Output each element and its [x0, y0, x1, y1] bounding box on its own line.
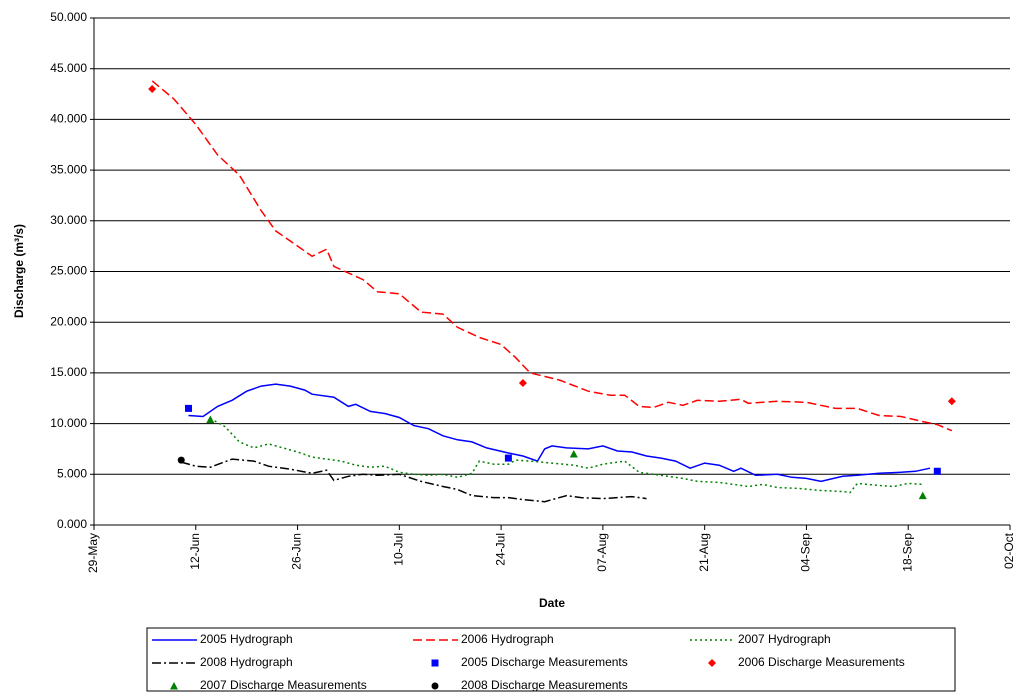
legend-label: 2007 Hydrograph: [738, 632, 831, 646]
x-tick-label: 10-Jul: [392, 533, 406, 566]
legend-marker: [708, 659, 716, 667]
x-tick-label: 26-Jun: [290, 533, 304, 570]
legend-label: 2008 Discharge Measurements: [461, 678, 628, 692]
data-line: [180, 458, 647, 503]
legend-label: 2005 Discharge Measurements: [461, 655, 628, 669]
data-point: [918, 491, 927, 500]
data-line: [151, 80, 953, 432]
y-tick-label: 5.000: [57, 466, 87, 480]
data-line: [209, 417, 923, 494]
x-tick-label: 24-Jul: [493, 533, 507, 566]
y-axis-label: Discharge (m³/s): [12, 224, 26, 318]
data-point: [185, 404, 193, 412]
y-tick-label: 45.000: [50, 61, 87, 75]
y-tick-label: 0.000: [57, 517, 87, 531]
x-tick-label: 02-Oct: [1002, 532, 1016, 569]
legend-marker: [431, 659, 439, 667]
data-point: [177, 456, 185, 464]
legend-marker: [170, 682, 178, 690]
legend-label: 2006 Hydrograph: [461, 632, 554, 646]
data-line: [188, 383, 931, 483]
x-tick-label: 07-Aug: [595, 533, 609, 572]
y-tick-label: 35.000: [50, 162, 87, 176]
x-tick-label: 21-Aug: [697, 533, 711, 572]
y-tick-label: 50.000: [50, 10, 87, 24]
y-tick-label: 10.000: [50, 416, 87, 430]
legend-marker: [431, 682, 439, 690]
x-tick-label: 29-May: [86, 533, 100, 573]
data-point: [504, 454, 512, 462]
legend-label: 2005 Hydrograph: [200, 632, 293, 646]
y-tick-label: 15.000: [50, 365, 87, 379]
legend-label: 2008 Hydrograph: [200, 655, 293, 669]
x-tick-label: 04-Sep: [799, 533, 813, 572]
data-point: [933, 467, 941, 475]
legend-box: [146, 627, 956, 692]
data-point: [569, 450, 578, 458]
x-tick-label: 18-Sep: [900, 533, 914, 572]
y-tick-label: 30.000: [50, 213, 87, 227]
legend-label: 2006 Discharge Measurements: [738, 655, 905, 669]
x-tick-label: 12-Jun: [188, 533, 202, 570]
data-point: [206, 415, 215, 424]
y-tick-label: 20.000: [50, 314, 87, 328]
data-point: [518, 379, 527, 388]
data-point: [148, 84, 157, 93]
legend-label: 2007 Discharge Measurements: [200, 678, 367, 692]
data-point: [947, 397, 956, 406]
x-axis-label: Date: [539, 596, 565, 610]
y-tick-label: 25.000: [50, 264, 87, 278]
y-tick-label: 40.000: [50, 112, 87, 126]
